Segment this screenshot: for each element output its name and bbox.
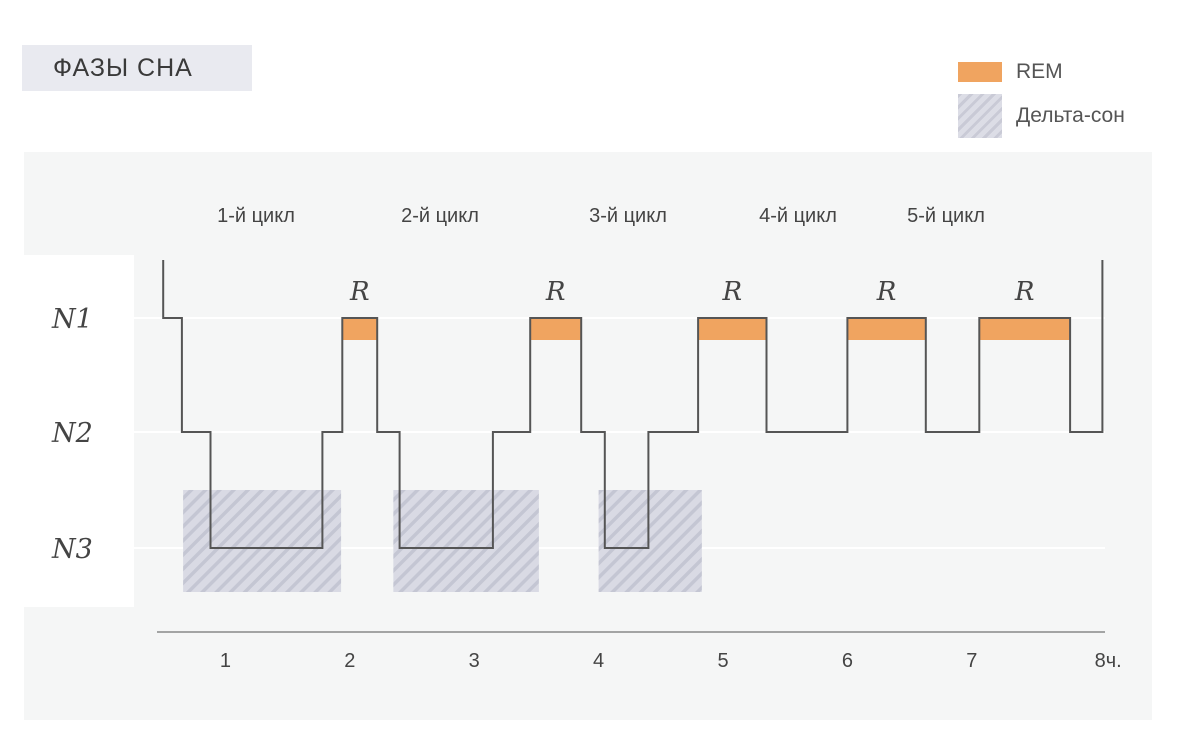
legend-item-rem: REM [958, 50, 1125, 94]
x-tick-label-6: 6 [842, 650, 853, 672]
legend: REM Дельта-сон [958, 50, 1125, 138]
cycle-label-5: 5-й цикл [907, 205, 985, 227]
x-tick-label-5: 5 [717, 650, 728, 672]
hypnogram-line [162, 260, 1104, 549]
rem-bar-2 [530, 318, 582, 340]
cycle-label-2: 2-й цикл [401, 205, 479, 227]
rem-bar-5 [979, 318, 1071, 340]
rem-label-2: R [545, 277, 566, 307]
rem-bar-3 [698, 318, 767, 340]
delta-region-3 [598, 490, 702, 592]
x-tick-label-8: 8ч. [1095, 650, 1122, 672]
rem-label-1: R [349, 277, 370, 307]
x-tick-label-7: 7 [966, 650, 977, 672]
x-tick-label-4: 4 [593, 650, 604, 672]
rem-label-3: R [722, 277, 743, 307]
rem-label-4: R [876, 277, 897, 307]
title-box: ФАЗЫ СНА [22, 45, 252, 91]
chart-title: ФАЗЫ СНА [53, 53, 193, 82]
x-tick-label-3: 3 [469, 650, 480, 672]
delta-swatch [958, 94, 1002, 138]
delta-region-1 [183, 490, 342, 592]
rem-label-5: R [1014, 277, 1035, 307]
legend-label-delta: Дельта-сон [1016, 104, 1125, 127]
x-tick-label-1: 1 [220, 650, 231, 672]
x-tick-label-2: 2 [344, 650, 355, 672]
rem-bar-4 [847, 318, 926, 340]
y-label-n2: N2 [51, 418, 93, 449]
chart-area [24, 152, 1152, 720]
legend-item-delta: Дельта-сон [958, 94, 1125, 138]
y-label-n1: N1 [51, 304, 93, 335]
rem-bar-1 [342, 318, 378, 340]
y-label-panel [24, 255, 134, 607]
cycle-label-1: 1-й цикл [217, 205, 295, 227]
cycle-label-4: 4-й цикл [759, 205, 837, 227]
y-label-n3: N3 [51, 534, 93, 565]
legend-label-rem: REM [1016, 60, 1063, 83]
delta-region-2 [393, 490, 539, 592]
cycle-label-3: 3-й цикл [589, 205, 667, 227]
rem-swatch [958, 62, 1002, 82]
